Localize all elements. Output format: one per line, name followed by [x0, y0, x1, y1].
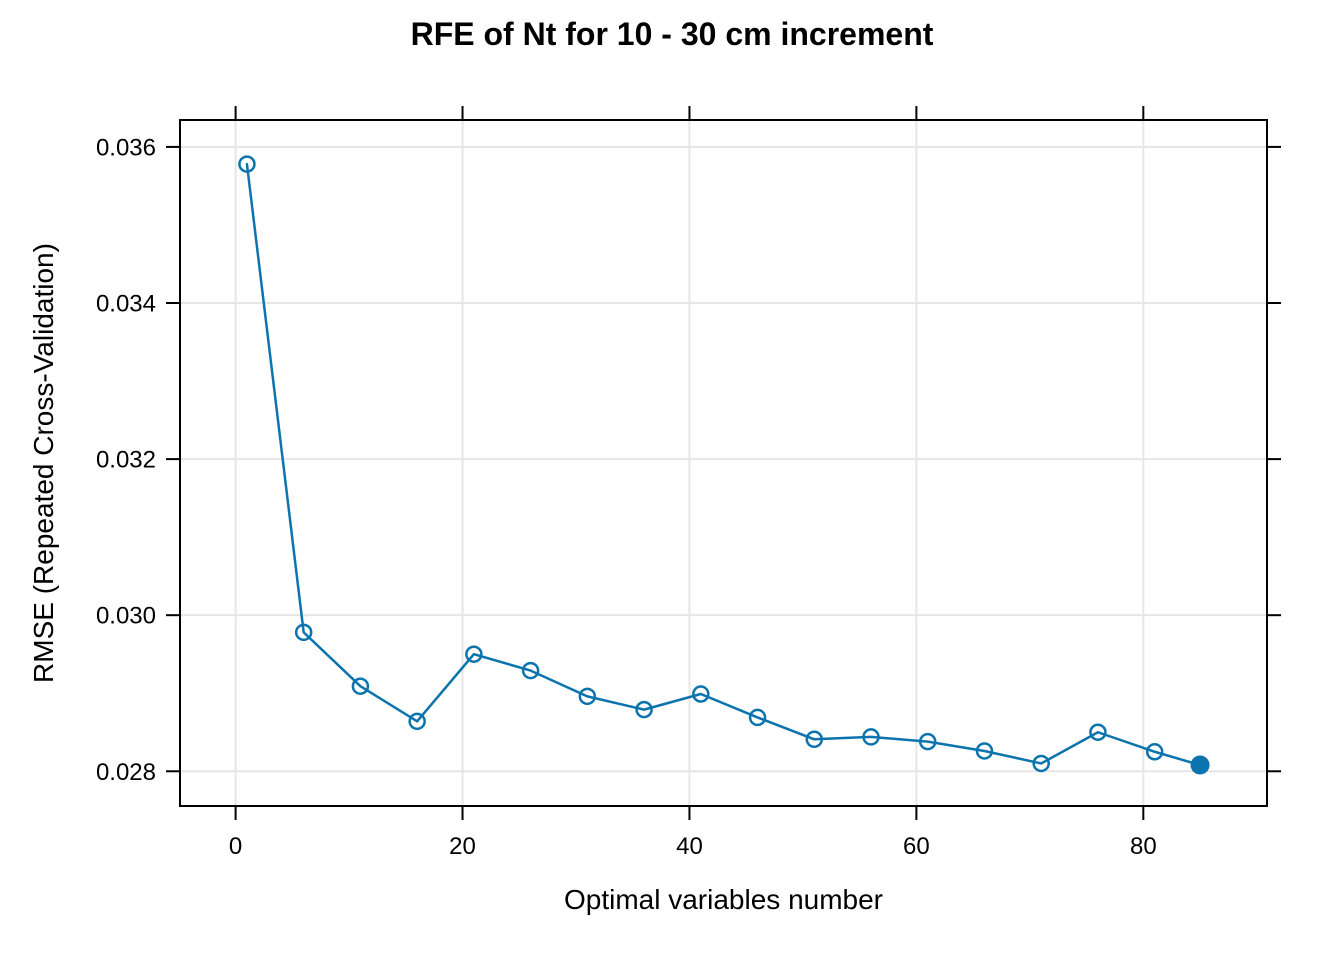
y-tick-label: 0.028 [96, 759, 156, 786]
y-tick-label: 0.032 [96, 447, 156, 474]
y-tick-label: 0.036 [96, 134, 156, 161]
x-tick-label: 40 [676, 833, 703, 860]
data-point [294, 623, 313, 642]
x-tick-label: 20 [449, 833, 476, 860]
axis-ticks [166, 106, 1281, 820]
data-point [975, 742, 994, 760]
y-tick-labels: 0.028 0.030 0.032 0.034 0.036 [96, 134, 156, 785]
y-tick-label: 0.030 [96, 603, 156, 630]
data-point [692, 685, 710, 703]
y-tick-label: 0.034 [96, 291, 156, 318]
data-point [1032, 754, 1050, 773]
data-point [351, 677, 370, 695]
data-point [238, 155, 256, 173]
data-points [238, 155, 1210, 775]
x-tick-label: 0 [229, 833, 242, 860]
data-point [805, 730, 824, 749]
data-point [748, 708, 767, 727]
data-point [465, 645, 483, 663]
x-axis-label: Optimal variables number [563, 884, 884, 915]
data-point [862, 728, 880, 746]
data-point [578, 687, 597, 706]
data-point [408, 712, 426, 731]
gridlines [180, 120, 1267, 806]
x-tick-label: 80 [1130, 833, 1157, 860]
best-data-point [1190, 755, 1210, 775]
series-line [245, 162, 1202, 767]
x-tick-label: 60 [903, 833, 930, 860]
data-point [521, 661, 540, 680]
chart-title: RFE of Nt for 10 - 30 cm increment [410, 16, 934, 52]
data-point [1089, 723, 1107, 741]
plot-border [179, 119, 1268, 807]
x-tick-labels: 0 20 40 60 80 [229, 833, 1157, 860]
data-point [635, 700, 653, 719]
data-point [1145, 743, 1164, 761]
data-point [918, 732, 937, 751]
